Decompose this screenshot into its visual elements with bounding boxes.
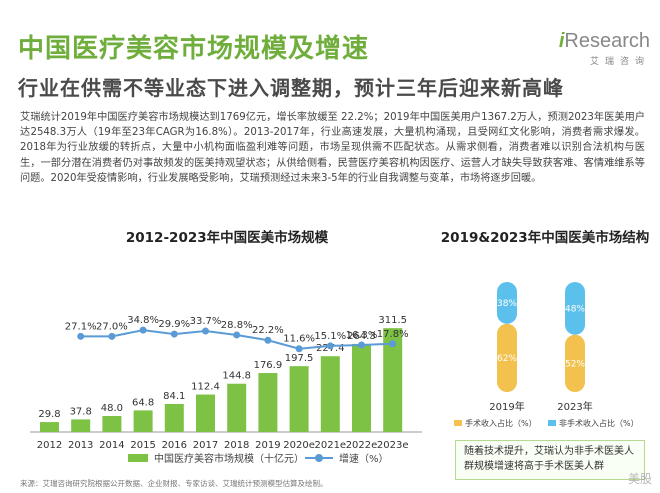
bar-2022e	[352, 343, 371, 432]
market-structure-chart: 2019&2023年中国医美市场结构 62% 38% 2019年 52% 48% 2023…	[440, 222, 650, 432]
nonsurgical-label-2023年: 48%	[565, 304, 585, 314]
x-tick-2017: 2017	[193, 440, 218, 451]
bar-label-2016: 84.1	[163, 391, 185, 402]
x-tick-2023e: 2023e	[377, 440, 409, 451]
legend-bar-label: 中国医疗美容市场规模（十亿元）	[154, 454, 304, 465]
growth-label-2019: 22.2%	[252, 325, 284, 336]
legend-nonsurgical-swatch	[548, 420, 556, 426]
bar-2020e	[289, 366, 309, 432]
x-tick-2018: 2018	[224, 440, 249, 451]
growth-label-2021e: 15.1%	[314, 331, 346, 342]
x-tick-2012: 2012	[37, 440, 62, 451]
nonsurgical-bar-2019年	[497, 282, 517, 324]
bar-label-2015: 64.8	[132, 397, 154, 408]
bar-label-2023e: 311.5	[378, 315, 407, 326]
page-title: 中国医疗美容市场规模及增速	[18, 34, 370, 64]
x-tick-2019: 2019	[255, 440, 280, 451]
growth-point-2020e	[295, 345, 303, 353]
market-size-svg: 29.8 2012 37.8 2013 48.0 2014 64.8 2015 84.1 2016…	[30, 315, 422, 451]
legend-line-swatch	[305, 453, 333, 463]
growth-label-2022e: 16.3%	[346, 330, 378, 341]
growth-point-2017	[202, 327, 209, 335]
bar-label-2020e: 197.5	[285, 353, 314, 364]
growth-point-2013	[77, 332, 85, 340]
surgical-label-2019年: 62%	[497, 354, 517, 364]
growth-point-2015	[139, 326, 147, 334]
bar-2015	[133, 410, 153, 432]
bar-label-2022e: 264.3	[347, 331, 376, 342]
bar-label-2018: 144.8	[222, 371, 251, 382]
legend-bar-swatch	[128, 453, 148, 462]
bar-2017	[196, 394, 215, 432]
bar-label-2012: 29.8	[38, 409, 60, 420]
growth-point-2018	[233, 331, 241, 339]
legend-line-label: 增速（%）	[339, 454, 389, 465]
bar-label-2019: 176.9	[254, 360, 283, 371]
bar-2014	[102, 416, 122, 432]
structure-x-tick-2019年: 2019年	[489, 400, 524, 413]
growth-point-2021e	[326, 342, 334, 350]
x-tick-2015: 2015	[130, 440, 155, 451]
growth-label-2013: 27.1%	[65, 321, 97, 332]
bar-2016	[164, 403, 184, 432]
growth-point-2019	[264, 336, 272, 344]
nonsurgical-bar-2023年	[565, 282, 585, 335]
nonsurgical-label-2019年: 38%	[497, 299, 517, 309]
surgical-label-2023年: 52%	[565, 359, 585, 369]
x-tick-2022e: 2022e	[346, 440, 378, 451]
legend-line: 增速（%）	[305, 450, 389, 465]
structure-x-tick-2023年: 2023年	[557, 400, 592, 413]
bar-2019	[258, 373, 278, 432]
logo-subtext: 艾瑞咨询	[589, 57, 650, 67]
legend-surgical-swatch	[454, 420, 462, 426]
growth-label-2014: 27.0%	[96, 321, 128, 332]
bar-label-2014: 48.0	[101, 403, 123, 414]
legend-nonsurgical-label: 非手术收入占比（%）	[559, 418, 639, 428]
growth-point-2016	[170, 330, 178, 338]
bar-2023e	[383, 328, 403, 432]
bar-label-2013: 37.8	[70, 406, 92, 417]
bar-2013	[71, 419, 91, 432]
legend-bar: 中国医疗美容市场规模（十亿元）	[128, 450, 304, 465]
bar-2018	[227, 383, 247, 432]
bar-2021e	[320, 356, 340, 432]
growth-label-2018: 28.8%	[221, 320, 253, 331]
growth-label-2017: 33.7%	[190, 316, 222, 327]
bar-label-2017: 112.4	[191, 382, 220, 393]
legend-surgical-label: 手术收入占比（%）	[465, 418, 537, 428]
market-size-chart: 2012-2023年中国医美市场规模 29.8 2012 37.8 2013 48.0 2…	[22, 222, 432, 472]
x-tick-2014: 2014	[99, 440, 124, 451]
growth-label-2020e: 11.6%	[283, 334, 315, 345]
growth-label-2023e: 17.8%	[377, 329, 409, 340]
callout-box: 随着技术提升，艾瑞认为非手术医美人群规模增速将高于手术医美人群	[455, 440, 645, 480]
surgical-bar-2019年	[497, 323, 517, 392]
x-tick-2016: 2016	[162, 440, 187, 451]
x-tick-2020e: 2020e	[283, 440, 315, 451]
description-paragraph: 艾瑞统计2019年中国医疗美容市场规模达到1769亿元，增长率放缓至 22.2%…	[20, 112, 645, 184]
growth-point-2022e	[358, 341, 365, 349]
bar-2012	[40, 422, 59, 432]
growth-label-2015: 34.8%	[127, 315, 159, 326]
source-note: 来源：艾瑞咨询研究院根据公开数据、企业财报、专家访谈、艾瑞统计预测模型估算及绘制…	[20, 479, 328, 488]
surgical-bar-2023年	[565, 334, 585, 392]
growth-point-2023e	[389, 340, 397, 348]
chart-title-market-structure: 2019&2023年中国医美市场结构	[440, 230, 650, 246]
page-subtitle: 行业在供需不等业态下进入调整期，预计三年后迎来新高峰	[18, 76, 564, 100]
growth-label-2016: 29.9%	[158, 319, 190, 330]
growth-point-2014	[108, 332, 116, 340]
chart-title-market-size: 2012-2023年中国医美市场规模	[125, 230, 329, 246]
iresearch-logo: iResearch 艾瑞咨询	[558, 30, 650, 67]
watermark: 美股	[627, 472, 652, 486]
x-tick-2021e: 2021e	[314, 440, 346, 451]
x-tick-2013: 2013	[68, 440, 93, 451]
